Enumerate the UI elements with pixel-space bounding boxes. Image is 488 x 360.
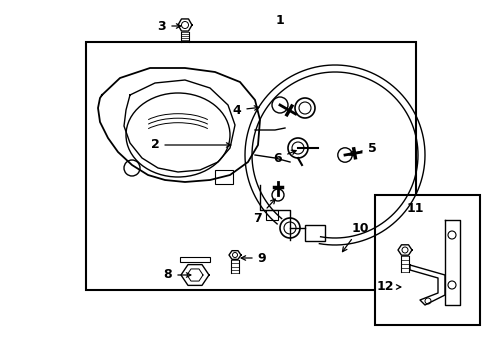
Text: 12: 12 bbox=[375, 280, 400, 293]
Bar bbox=[305, 225, 325, 241]
Text: 4: 4 bbox=[232, 104, 258, 117]
Bar bbox=[180, 257, 209, 262]
Text: 7: 7 bbox=[253, 199, 275, 225]
Text: 1: 1 bbox=[275, 13, 284, 27]
Bar bbox=[86, 42, 415, 290]
Bar bbox=[215, 170, 232, 184]
Bar bbox=[265, 210, 278, 220]
Text: 11: 11 bbox=[406, 202, 423, 215]
Text: 10: 10 bbox=[342, 221, 368, 252]
Text: 9: 9 bbox=[241, 252, 266, 265]
Text: 8: 8 bbox=[163, 269, 190, 282]
Polygon shape bbox=[178, 19, 192, 31]
Bar bbox=[374, 195, 479, 325]
Text: 5: 5 bbox=[348, 141, 376, 156]
Text: 6: 6 bbox=[273, 150, 296, 165]
Polygon shape bbox=[228, 251, 241, 259]
Polygon shape bbox=[181, 265, 208, 285]
Polygon shape bbox=[397, 245, 411, 255]
Text: 2: 2 bbox=[150, 139, 230, 152]
Text: 3: 3 bbox=[157, 19, 181, 32]
